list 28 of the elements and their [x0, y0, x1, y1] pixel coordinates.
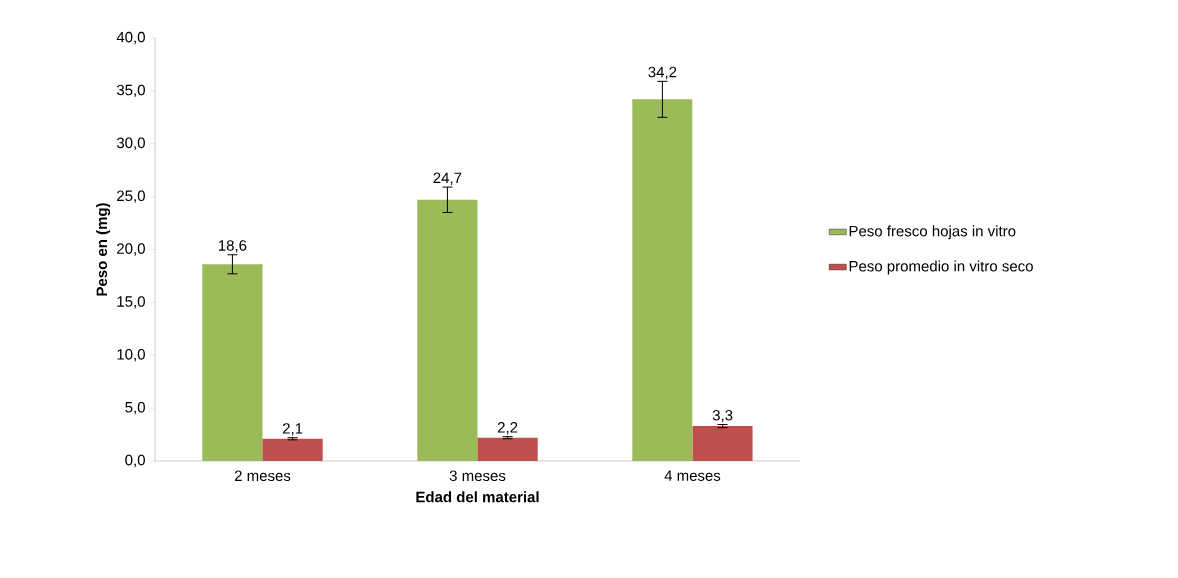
y-tick-label: 5,0	[125, 401, 145, 415]
bar	[202, 264, 263, 461]
y-axis-title: Peso en (mg)	[96, 203, 111, 296]
bar	[262, 438, 323, 461]
y-tick-label: 25,0	[117, 190, 145, 203]
y-tick-label: 10,0	[117, 349, 145, 362]
bar	[632, 99, 693, 461]
y-tick-label: 20,0	[117, 243, 145, 256]
bar	[477, 437, 538, 461]
bar	[692, 426, 753, 461]
x-axis-title: Edad del material	[416, 491, 539, 503]
x-tick-label: 4 meses	[664, 470, 721, 481]
y-tick-label: 35,0	[116, 84, 145, 98]
y-tick-label: 0,0	[125, 454, 145, 468]
data-label: 24,7	[433, 172, 462, 185]
legend-label: Peso promedio in vitro seco	[849, 260, 1033, 275]
x-tick-label: 3 meses	[449, 470, 506, 482]
y-tick-label: 30,0	[116, 137, 145, 150]
legend-label: Peso fresco hojas in vitro	[849, 225, 1016, 240]
data-label: 3,3	[712, 409, 733, 423]
data-label: 2,1	[282, 423, 303, 436]
y-tick-label: 40,0	[116, 31, 145, 45]
data-label: 34,2	[648, 66, 677, 80]
x-tick-label: 2 meses	[234, 470, 291, 482]
bar	[417, 199, 478, 461]
data-label: 18,6	[218, 240, 247, 253]
y-tick-label: 15,0	[117, 296, 145, 309]
data-label: 2,2	[497, 422, 518, 435]
